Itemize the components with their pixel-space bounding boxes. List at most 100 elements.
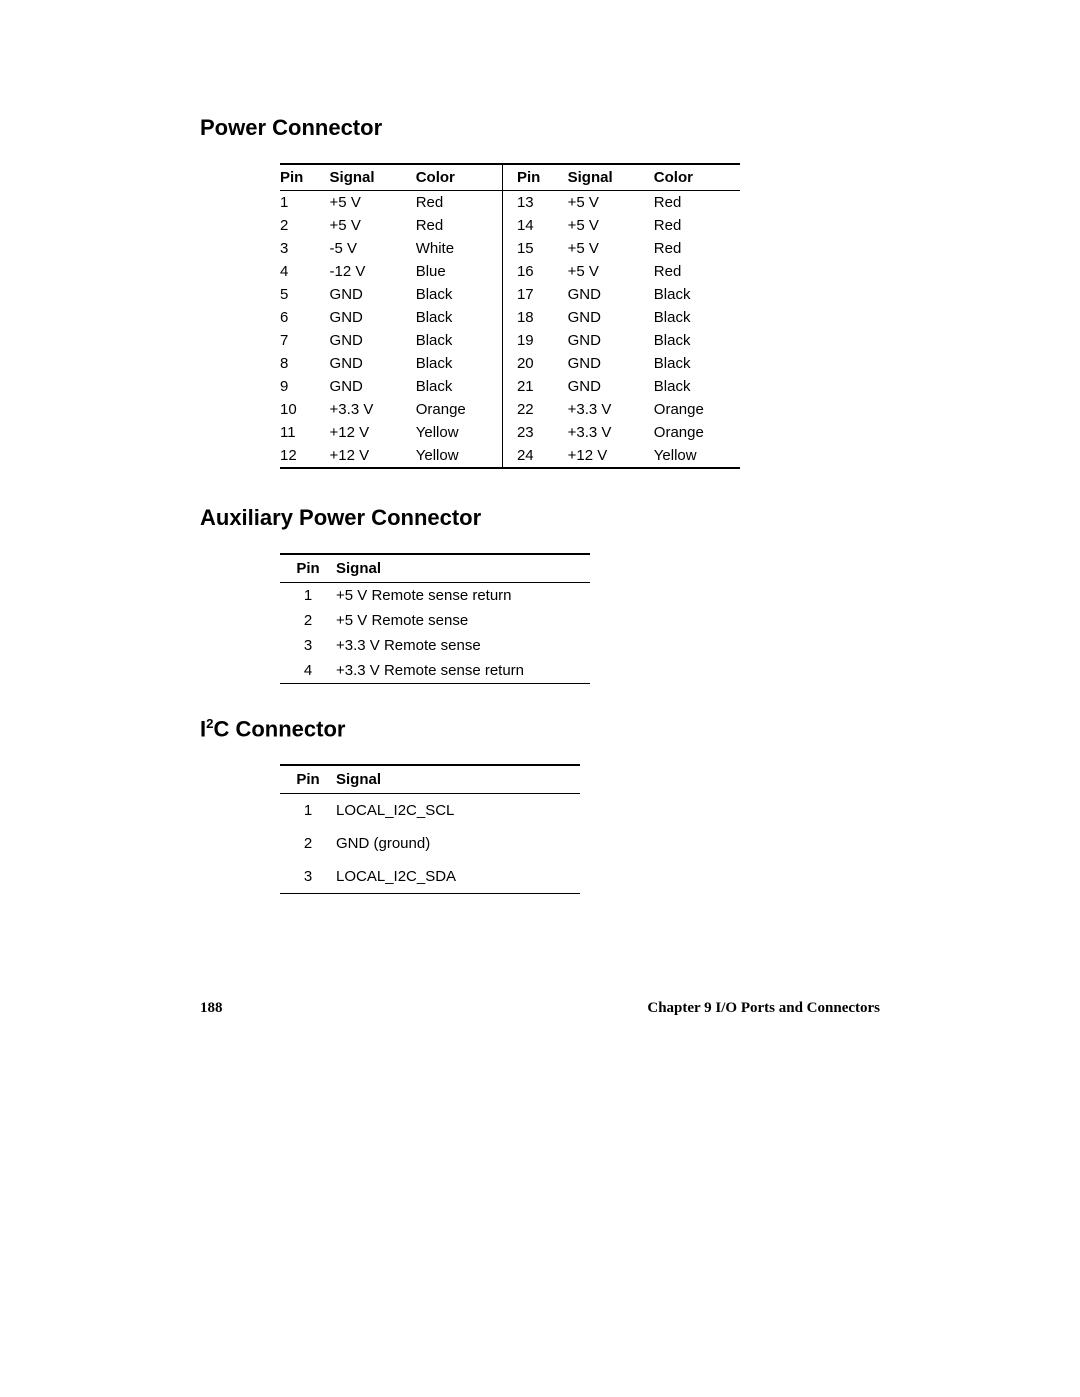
table-cell: White (416, 237, 503, 260)
table-cell: 3 (280, 633, 336, 658)
table-cell: Black (416, 329, 503, 352)
table-cell: Black (416, 283, 503, 306)
table-cell: 5 (280, 283, 330, 306)
table-cell: +3.3 V Remote sense return (336, 658, 590, 684)
i2c-table: Pin Signal 1LOCAL_I2C_SCL2GND (ground)3L… (280, 764, 580, 894)
col-header: Color (654, 164, 740, 191)
table-cell: 4 (280, 260, 330, 283)
table-row: 12+12 VYellow24+12 VYellow (280, 444, 740, 468)
table-cell: Black (654, 329, 740, 352)
table-cell: +5 V Remote sense return (336, 583, 590, 609)
table-cell: 14 (502, 214, 567, 237)
table-cell: +3.3 V (568, 421, 654, 444)
table-cell: LOCAL_I2C_SDA (336, 860, 580, 894)
table-cell: Orange (654, 421, 740, 444)
table-row: 4+3.3 V Remote sense return (280, 658, 590, 684)
table-row: 2GND (ground) (280, 827, 580, 860)
col-header: Color (416, 164, 503, 191)
table-cell: 6 (280, 306, 330, 329)
aux-power-table: Pin Signal 1+5 V Remote sense return2+5 … (280, 553, 590, 684)
table-cell: GND (568, 329, 654, 352)
table-cell: +5 V (330, 191, 416, 215)
table-cell: +12 V (330, 421, 416, 444)
table-row: 2+5 VRed14+5 VRed (280, 214, 740, 237)
table-row: 3-5 VWhite15+5 VRed (280, 237, 740, 260)
table-cell: Yellow (416, 421, 503, 444)
table-header-row: Pin Signal (280, 765, 580, 794)
table-cell: LOCAL_I2C_SCL (336, 794, 580, 828)
table-row: 6GNDBlack18GNDBlack (280, 306, 740, 329)
table-cell: GND (568, 352, 654, 375)
table-cell: 9 (280, 375, 330, 398)
table-cell: 10 (280, 398, 330, 421)
table-row: 10+3.3 VOrange22+3.3 VOrange (280, 398, 740, 421)
table-row: 2+5 V Remote sense (280, 608, 590, 633)
aux-power-heading: Auxiliary Power Connector (200, 505, 880, 531)
col-header: Signal (330, 164, 416, 191)
table-cell: GND (ground) (336, 827, 580, 860)
table-cell: GND (330, 375, 416, 398)
table-cell: +5 V (568, 214, 654, 237)
table-cell: 3 (280, 860, 336, 894)
table-cell: +3.3 V Remote sense (336, 633, 590, 658)
table-row: 4-12 VBlue16+5 VRed (280, 260, 740, 283)
table-row: 1+5 V Remote sense return (280, 583, 590, 609)
table-cell: GND (568, 306, 654, 329)
table-cell: GND (568, 375, 654, 398)
col-header: Pin (280, 554, 336, 583)
table-cell: +5 V (568, 260, 654, 283)
table-cell: 16 (502, 260, 567, 283)
table-cell: Yellow (654, 444, 740, 468)
table-cell: Black (654, 375, 740, 398)
table-cell: 19 (502, 329, 567, 352)
table-cell: Red (416, 214, 503, 237)
chapter-label: Chapter 9 I/O Ports and Connectors (647, 1000, 880, 1017)
power-table-body: 1+5 VRed13+5 VRed2+5 VRed14+5 VRed3-5 VW… (280, 191, 740, 469)
table-cell: Black (416, 306, 503, 329)
table-cell: Black (416, 352, 503, 375)
table-cell: 7 (280, 329, 330, 352)
page-footer: 188 Chapter 9 I/O Ports and Connectors (200, 1000, 880, 1017)
table-cell: 15 (502, 237, 567, 260)
table-cell: 12 (280, 444, 330, 468)
table-cell: Blue (416, 260, 503, 283)
table-cell: GND (568, 283, 654, 306)
table-cell: GND (330, 283, 416, 306)
col-header: Pin (280, 765, 336, 794)
table-cell: Black (654, 306, 740, 329)
table-cell: Black (416, 375, 503, 398)
power-connector-table: Pin Signal Color Pin Signal Color 1+5 VR… (280, 163, 740, 469)
table-cell: Red (654, 191, 740, 215)
table-cell: Orange (416, 398, 503, 421)
table-cell: 2 (280, 608, 336, 633)
table-cell: 18 (502, 306, 567, 329)
table-cell: +3.3 V (568, 398, 654, 421)
table-row: 3LOCAL_I2C_SDA (280, 860, 580, 894)
table-cell: +12 V (568, 444, 654, 468)
table-row: 3+3.3 V Remote sense (280, 633, 590, 658)
table-cell: 1 (280, 794, 336, 828)
table-cell: Yellow (416, 444, 503, 468)
table-row: 9GNDBlack21GNDBlack (280, 375, 740, 398)
table-cell: +5 V (568, 191, 654, 215)
table-row: 1LOCAL_I2C_SCL (280, 794, 580, 828)
table-cell: 3 (280, 237, 330, 260)
table-row: 7GNDBlack19GNDBlack (280, 329, 740, 352)
table-cell: 23 (502, 421, 567, 444)
table-row: 8GNDBlack20GNDBlack (280, 352, 740, 375)
table-cell: 20 (502, 352, 567, 375)
table-cell: 11 (280, 421, 330, 444)
table-cell: 13 (502, 191, 567, 215)
table-cell: 24 (502, 444, 567, 468)
table-cell: 1 (280, 191, 330, 215)
table-cell: -5 V (330, 237, 416, 260)
table-cell: Black (654, 283, 740, 306)
aux-table-body: 1+5 V Remote sense return2+5 V Remote se… (280, 583, 590, 684)
table-header-row: Pin Signal (280, 554, 590, 583)
table-cell: Red (654, 214, 740, 237)
table-cell: Red (654, 237, 740, 260)
table-header-row: Pin Signal Color Pin Signal Color (280, 164, 740, 191)
table-cell: Orange (654, 398, 740, 421)
i2c-heading: I2C Connector (200, 716, 880, 742)
table-cell: GND (330, 306, 416, 329)
